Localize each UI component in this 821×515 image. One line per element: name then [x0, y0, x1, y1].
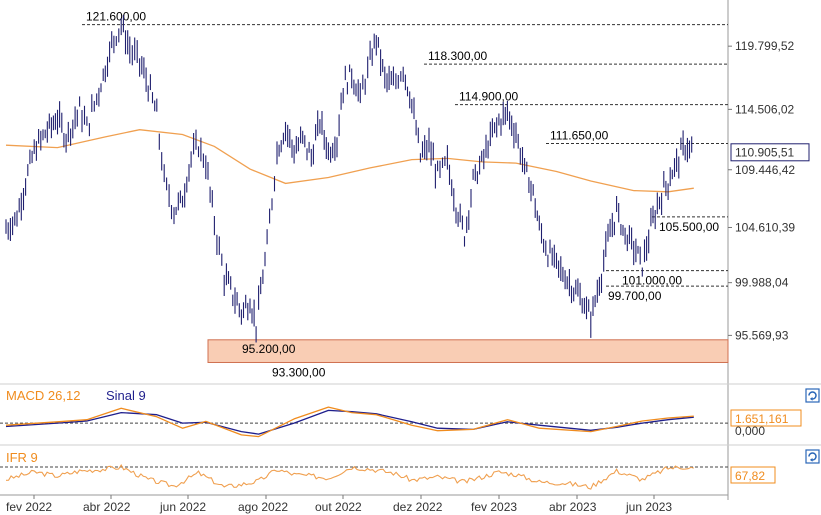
- ifr-line: [5, 464, 694, 490]
- price-series: [5, 14, 693, 343]
- last-price-box: [730, 143, 810, 162]
- level-label: 121.600,00: [86, 10, 146, 24]
- time-axis: fev 2022 abr 2022 jun 2022 ago 2022 out 2022…: [6, 495, 672, 514]
- x-tick-label: dez 2022: [393, 500, 443, 514]
- x-tick-label: abr 2022: [83, 500, 131, 514]
- x-tick-label: jun 2022: [159, 500, 206, 514]
- support-zone-bottom-label: 93.300,00: [272, 365, 326, 379]
- level-label: 105.500,00: [659, 220, 719, 234]
- settings-icon[interactable]: [805, 449, 820, 464]
- y-tick-label: 95.569,93: [735, 328, 789, 342]
- macd-signal-line: [5, 409, 694, 435]
- macd-signal-title: Sinal 9: [106, 388, 146, 403]
- support-zone-rect: [207, 339, 729, 363]
- level-label: 118.300,00: [428, 49, 487, 63]
- level-label: 101.000,00: [622, 274, 682, 288]
- y-tick-label: 99.988,04: [735, 276, 789, 290]
- y-tick-label: 119.799,52: [735, 39, 794, 53]
- moving-average: [5, 129, 694, 193]
- level-label: 114.900,00: [459, 90, 518, 104]
- last-price-tag: 110.905,51: [730, 143, 810, 162]
- x-tick-label: fev 2023: [471, 500, 517, 514]
- y-tick-label: 104.610,39: [735, 220, 795, 234]
- ifr-value-label: 67,82: [735, 469, 765, 483]
- ifr-value-box: [730, 466, 776, 484]
- y-tick-label: 114.506,02: [735, 102, 794, 116]
- level-label: 99.700,00: [608, 289, 662, 303]
- y-tick-label: 109.446,42: [735, 163, 795, 177]
- x-tick-label: out 2022: [315, 500, 362, 514]
- settings-icon[interactable]: [805, 388, 820, 403]
- macd-value-box: [730, 409, 802, 427]
- support-zone-top-label: 95.200,00: [242, 342, 296, 356]
- macd-line: [5, 406, 694, 438]
- support-zone: 95.200,00 93.300,00: [207, 339, 729, 379]
- macd-zero-label: 0,000: [735, 424, 765, 438]
- ifr-panel: [0, 464, 728, 490]
- x-tick-label: jun 2023: [625, 500, 672, 514]
- x-tick-label: fev 2022: [6, 500, 52, 514]
- macd-panel: [0, 406, 728, 438]
- macd-title: MACD 26,12: [6, 388, 80, 403]
- macd-value-label: 1.651,161: [735, 412, 789, 426]
- price-levels: 121.600,00 118.300,00 114.900,00 111.650,00…: [82, 10, 728, 303]
- price-axis: 119.799,52 114.506,02 109.446,42 104.610,39…: [728, 39, 795, 342]
- x-tick-label: ago 2022: [238, 500, 288, 514]
- x-tick-label: abr 2023: [549, 500, 597, 514]
- ifr-title: IFR 9: [6, 450, 38, 465]
- last-price-label: 110.905,51: [735, 145, 794, 159]
- level-label: 111.650,00: [550, 128, 609, 142]
- ma-line: [5, 129, 694, 193]
